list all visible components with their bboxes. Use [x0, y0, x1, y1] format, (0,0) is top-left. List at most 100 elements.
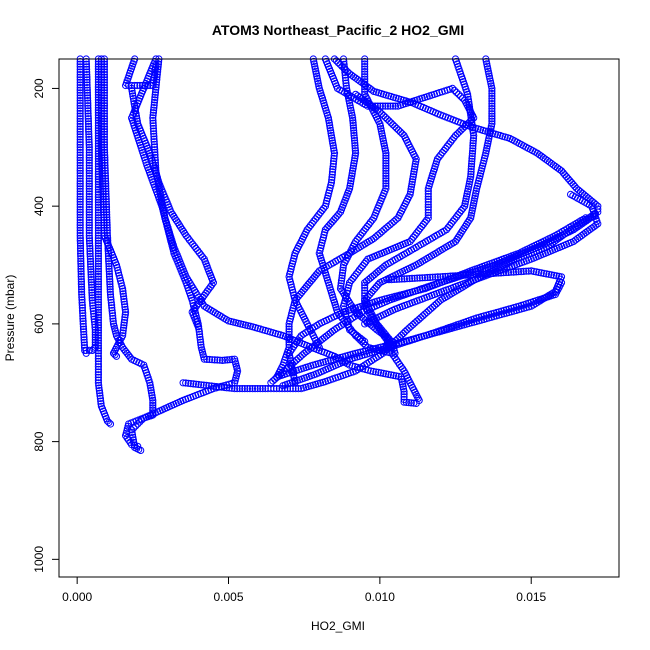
data-point — [95, 381, 103, 389]
data-point — [285, 328, 293, 336]
data-point — [87, 270, 95, 278]
data-point — [189, 380, 197, 388]
data-point — [100, 128, 109, 136]
data-point — [131, 107, 140, 115]
data-point — [488, 97, 496, 105]
data-point — [296, 334, 304, 342]
data-point — [76, 244, 85, 252]
data-point — [302, 283, 310, 291]
data-point — [94, 293, 103, 301]
data-point — [410, 168, 418, 176]
data-point — [485, 70, 493, 78]
data-point — [130, 438, 138, 447]
data-point — [151, 151, 159, 159]
data-point — [152, 83, 160, 91]
data-point — [290, 371, 298, 379]
data-point — [102, 193, 110, 201]
data-point — [102, 185, 110, 193]
data-point — [85, 234, 94, 242]
data-point — [76, 104, 84, 112]
data-point — [555, 272, 563, 280]
data-point — [85, 143, 93, 151]
data-point — [285, 333, 293, 341]
data-point — [251, 385, 259, 393]
data-point — [94, 355, 103, 363]
data-point — [444, 224, 452, 232]
data-point — [350, 329, 358, 337]
data-point — [405, 275, 414, 283]
data-point — [97, 400, 105, 408]
data-point — [76, 130, 84, 138]
data-point — [288, 362, 296, 370]
data-point — [94, 298, 103, 306]
data-point — [87, 273, 95, 281]
data-point — [273, 373, 281, 381]
data-point — [398, 275, 406, 283]
data-point — [535, 268, 543, 276]
data-point — [156, 188, 164, 196]
data-point — [287, 281, 295, 289]
data-point — [130, 100, 138, 108]
data-point — [469, 144, 477, 152]
data-point — [355, 233, 363, 241]
data-point — [85, 211, 93, 219]
data-point — [94, 336, 103, 345]
data-point — [202, 289, 210, 297]
data-point — [461, 200, 469, 208]
data-point — [76, 193, 84, 201]
data-point — [389, 121, 397, 129]
data-point — [515, 268, 523, 276]
data-point — [328, 137, 336, 145]
data-point — [128, 84, 136, 93]
data-point — [382, 174, 390, 182]
data-point — [100, 135, 109, 144]
data-point — [78, 306, 87, 315]
data-point — [228, 384, 236, 392]
data-point — [325, 189, 333, 197]
data-point — [416, 274, 424, 282]
data-point — [323, 197, 331, 205]
y-axis: 200 400 600 800 1000 — [32, 78, 59, 573]
data-point — [129, 433, 137, 441]
data-point — [82, 60, 91, 68]
data-point — [103, 219, 111, 227]
data-point — [328, 176, 336, 184]
data-point — [349, 116, 357, 125]
data-point — [76, 128, 84, 136]
data-point — [397, 331, 406, 339]
data-point — [76, 224, 84, 232]
data-point — [361, 85, 369, 93]
data-point — [120, 295, 128, 303]
data-point — [100, 73, 109, 81]
data-point — [116, 274, 124, 282]
data-point — [350, 157, 358, 165]
data-point — [121, 303, 129, 311]
data-point — [545, 270, 553, 278]
data-point — [567, 190, 575, 198]
data-point — [483, 142, 491, 150]
data-point — [376, 108, 384, 116]
data-point — [76, 86, 84, 94]
data-point — [208, 281, 216, 289]
data-point — [152, 81, 160, 89]
data-point — [77, 252, 85, 260]
data-point — [392, 372, 400, 380]
data-point — [76, 141, 84, 149]
data-point — [76, 237, 84, 245]
data-point — [101, 167, 109, 175]
data-point — [256, 385, 264, 393]
data-point — [341, 66, 349, 74]
data-point — [94, 275, 103, 283]
data-point — [195, 328, 203, 336]
data-point — [102, 187, 110, 195]
data-point — [400, 390, 408, 398]
data-point — [78, 285, 86, 293]
data-point — [488, 94, 496, 103]
data-point — [455, 128, 463, 136]
data-point — [94, 376, 103, 384]
data-point — [76, 112, 84, 120]
data-point — [424, 187, 432, 195]
data-point — [382, 177, 390, 185]
data-point — [196, 336, 204, 344]
data-point — [100, 94, 109, 102]
